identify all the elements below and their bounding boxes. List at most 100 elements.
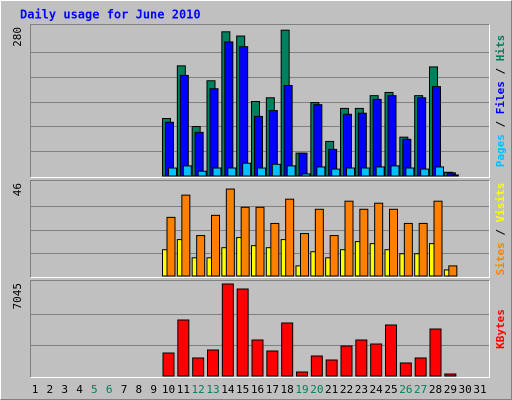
bar [254,115,263,177]
legend-entry: Visits [494,183,507,223]
bar [385,324,397,377]
x-tick-label: 3 [61,383,68,396]
bar [375,166,385,177]
legend-separator: / [494,222,507,242]
bar [271,163,281,177]
bar [403,222,413,277]
bar [390,165,400,177]
bar [313,104,323,177]
legend-entry: Sites [494,242,507,275]
bar [448,265,458,277]
y-tick-label: 7045 [11,283,24,310]
bar [301,173,311,177]
panel-shadow [30,280,490,378]
x-tick-label: 11 [177,383,190,396]
bar [255,206,265,277]
bar [359,208,369,277]
x-tick-label: 9 [150,383,157,396]
x-tick-label: 21 [325,383,338,396]
bar [270,222,280,277]
bar [355,339,368,377]
bar [344,200,354,277]
legend-entry: KBytes [494,309,507,349]
bar [224,41,234,177]
x-tick-label: 22 [340,383,353,396]
bar [240,206,250,277]
bar [357,112,367,177]
legend: Sites / Visits [494,183,507,276]
bar [179,74,189,177]
panel-highlight [30,180,490,278]
bar [387,95,397,177]
x-tick-label: 17 [266,383,279,396]
bar [374,202,384,277]
bar [329,235,339,277]
x-tick-label: 30 [459,383,472,396]
bar [168,167,177,177]
panel-highlight [30,280,490,378]
x-tick-label: 5 [91,383,98,396]
bar [285,198,295,277]
panel-highlight [30,24,490,178]
x-tick-label: 20 [310,383,323,396]
bar [435,166,444,177]
x-tick-label: 24 [370,383,384,396]
bar [370,343,383,377]
legend: Pages / Files / Hits [494,35,507,168]
x-tick-label: 8 [136,383,143,396]
bar [340,345,353,377]
legend-separator: / [494,114,507,134]
x-tick-label: 12 [192,383,205,396]
bar [399,362,412,377]
bar [331,168,341,177]
bar [420,168,430,177]
legend-entry: Hits [494,35,507,62]
bar [281,322,294,377]
bar [177,319,190,377]
panel-shadow [30,24,490,178]
x-tick-label: 23 [355,383,368,396]
x-tick-label: 16 [251,383,264,396]
x-tick-label: 10 [162,383,175,396]
x-tick-label: 31 [473,383,486,396]
bar [221,283,234,377]
bar [197,170,207,177]
bar [207,349,219,377]
x-tick-label: 27 [414,383,427,396]
bar [227,167,237,177]
bar [296,371,308,377]
bar [414,357,427,377]
y-tick-label: 280 [11,27,24,47]
bar [194,131,204,177]
legend: KBytes [494,309,507,349]
bar [257,167,266,177]
bar [314,208,324,277]
bar [196,235,206,277]
bar [343,113,352,177]
bar [209,88,219,177]
x-tick-label: 1 [32,383,39,396]
bar [316,166,326,177]
bar [251,339,264,377]
x-tick-label: 29 [444,383,457,396]
x-tick-label: 26 [399,383,412,396]
legend-entry: Files [494,81,507,114]
x-tick-label: 13 [206,383,219,396]
bar [192,357,205,377]
bar [181,194,191,277]
bar [346,167,355,177]
bar [417,97,427,177]
bar [298,152,308,177]
x-tick-label: 19 [295,383,308,396]
bar [360,167,370,177]
bar [283,85,293,177]
x-tick-label: 2 [47,383,54,396]
bar [389,208,398,277]
x-tick-label: 6 [106,383,113,396]
bar [310,355,323,377]
bar [162,352,175,377]
legend-separator: / [494,61,507,81]
bar [449,174,459,177]
chart-title: Daily usage for June 2010 [20,8,201,22]
